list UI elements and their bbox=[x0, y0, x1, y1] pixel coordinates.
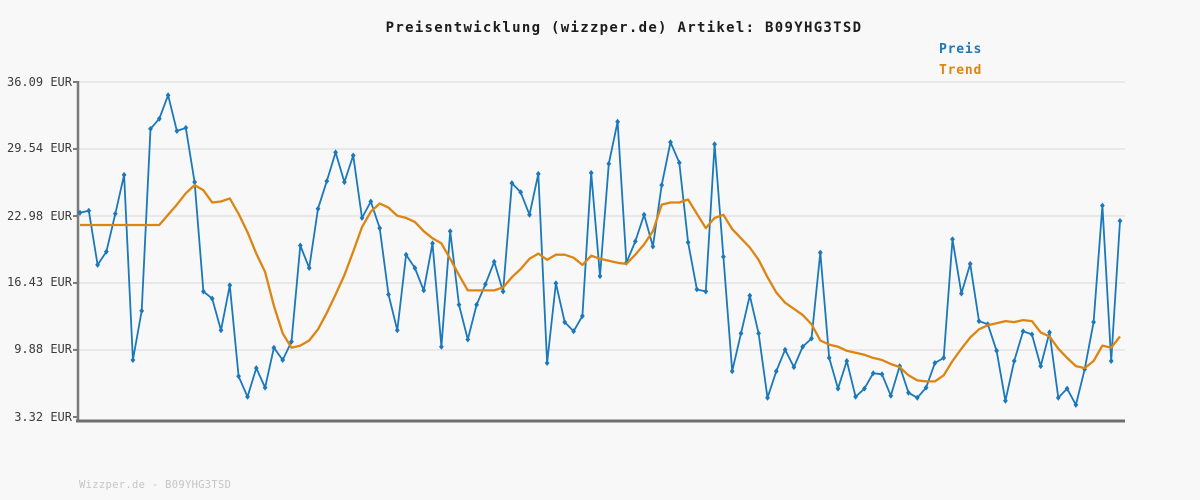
y-tick-label: 22.98 EUR bbox=[6, 208, 72, 223]
y-tick-label: 16.43 EUR bbox=[6, 275, 72, 290]
y-axis-labels: 36.09 EUR 29.54 EUR 22.98 EUR 16.43 EUR 9.88… bbox=[0, 0, 72, 500]
trend-line bbox=[80, 183, 1121, 383]
y-tick-label: 36.09 EUR bbox=[6, 74, 72, 89]
watermark: Wizzper.de - B09YHG3TSD bbox=[79, 479, 232, 491]
legend-item-preis: Preis bbox=[939, 42, 983, 57]
y-tick-label: 9.88 EUR bbox=[14, 342, 72, 357]
price-point-markers bbox=[77, 92, 1123, 408]
price-line bbox=[79, 94, 1121, 406]
y-tick-label: 3.32 EUR bbox=[14, 409, 72, 424]
legend: Preis Trend bbox=[939, 39, 982, 81]
legend-item-trend: Trend bbox=[939, 63, 983, 78]
y-tick-label: 29.54 EUR bbox=[6, 141, 72, 156]
chart-title: Preisentwicklung (wizzper.de) Artikel: B… bbox=[385, 20, 863, 36]
